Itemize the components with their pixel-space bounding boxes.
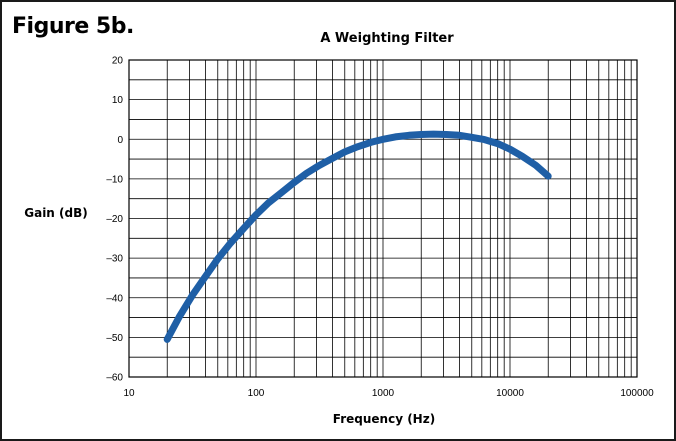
plot-area bbox=[128, 59, 638, 378]
x-tick-label: 10000 bbox=[496, 388, 524, 399]
y-tick-label: –40 bbox=[106, 293, 123, 304]
y-tick-label: 10 bbox=[112, 95, 124, 106]
y-tick-label: –10 bbox=[106, 174, 123, 185]
y-tick-label: –60 bbox=[106, 373, 123, 384]
x-tick-labels: 10 100 1000 10000 100000 bbox=[123, 388, 654, 399]
chart-title: A Weighting Filter bbox=[320, 31, 454, 46]
gain-curve bbox=[163, 130, 552, 343]
y-tick-label: 0 bbox=[117, 135, 123, 146]
x-axis-title: Frequency (Hz) bbox=[333, 412, 435, 426]
x-tick-label: 10 bbox=[123, 388, 135, 399]
grid bbox=[128, 59, 637, 378]
y-tick-labels: 20 10 0 –10 –20 –30 –40 –50 –60 bbox=[106, 56, 123, 384]
y-tick-label: –30 bbox=[106, 254, 123, 265]
y-axis-title: Gain (dB) bbox=[24, 206, 88, 220]
x-tick-label: 100 bbox=[248, 388, 265, 399]
y-tick-label: –20 bbox=[106, 214, 123, 225]
x-tick-label: 1000 bbox=[372, 388, 395, 399]
figure-label: Figure 5b. bbox=[12, 14, 134, 39]
y-tick-label: –50 bbox=[106, 333, 123, 344]
x-tick-label: 100000 bbox=[620, 388, 654, 399]
y-tick-label: 20 bbox=[112, 56, 124, 67]
